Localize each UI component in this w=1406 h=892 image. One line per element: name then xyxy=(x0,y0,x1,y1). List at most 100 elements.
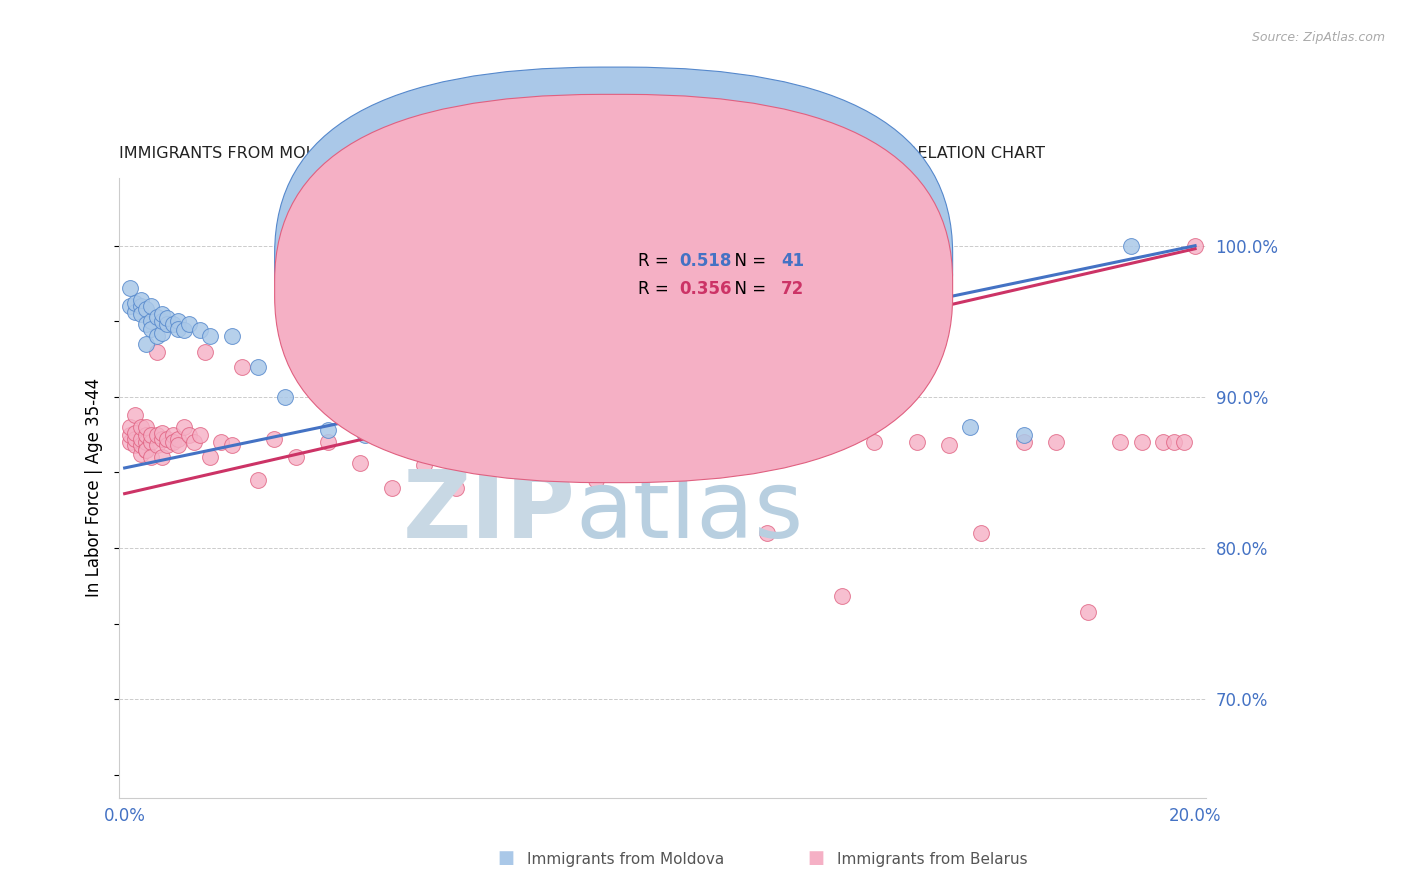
Point xyxy=(150,432,173,446)
Point xyxy=(124,296,146,310)
Point xyxy=(183,435,205,450)
Point xyxy=(167,438,190,452)
Point xyxy=(616,453,638,467)
Point xyxy=(124,408,146,422)
Point xyxy=(274,390,297,404)
FancyBboxPatch shape xyxy=(274,67,953,456)
Point xyxy=(141,450,163,465)
Point xyxy=(150,450,173,465)
Point xyxy=(129,293,152,307)
Text: 41: 41 xyxy=(780,252,804,270)
Point xyxy=(831,590,853,604)
Point xyxy=(648,432,671,446)
Point xyxy=(135,318,157,332)
Point xyxy=(755,525,778,540)
Point xyxy=(141,435,163,450)
Point xyxy=(970,525,993,540)
Point xyxy=(124,426,146,441)
Point xyxy=(553,438,575,452)
Point xyxy=(692,450,714,465)
Point xyxy=(173,420,195,434)
Point xyxy=(162,427,184,442)
Point xyxy=(959,420,981,434)
Point xyxy=(316,423,339,437)
Point xyxy=(156,311,179,326)
Point xyxy=(118,420,141,434)
Point xyxy=(145,310,167,324)
Point xyxy=(209,435,232,450)
Point xyxy=(724,435,747,450)
Point xyxy=(194,344,217,359)
Point xyxy=(316,435,339,450)
Point xyxy=(879,329,901,343)
Text: Source: ZipAtlas.com: Source: ZipAtlas.com xyxy=(1251,31,1385,45)
Point xyxy=(156,432,179,446)
Point xyxy=(446,481,468,495)
Point xyxy=(129,432,152,446)
Y-axis label: In Labor Force | Age 35-44: In Labor Force | Age 35-44 xyxy=(86,378,103,597)
Point xyxy=(118,427,141,442)
Point xyxy=(381,481,404,495)
Point xyxy=(188,427,211,442)
Point xyxy=(145,344,167,359)
Point xyxy=(150,326,173,341)
Text: ZIP: ZIP xyxy=(402,467,575,558)
Point xyxy=(145,438,167,452)
Text: R =: R = xyxy=(637,279,673,298)
Point xyxy=(129,307,152,321)
Point xyxy=(1184,238,1206,252)
Point xyxy=(145,427,167,442)
Point xyxy=(173,323,195,337)
Point xyxy=(446,435,468,450)
Point xyxy=(167,432,190,446)
Point xyxy=(799,390,821,404)
Point xyxy=(177,318,200,332)
Point xyxy=(118,281,141,295)
Text: 0.518: 0.518 xyxy=(679,252,731,270)
Point xyxy=(129,438,152,452)
Point xyxy=(124,438,146,452)
Point xyxy=(177,427,200,442)
Point xyxy=(129,420,152,434)
Point xyxy=(162,435,184,450)
Point xyxy=(799,435,821,450)
Point xyxy=(284,450,307,465)
Point xyxy=(247,473,270,487)
Point xyxy=(413,458,436,472)
Point xyxy=(221,329,243,343)
Point xyxy=(1163,435,1185,450)
Point xyxy=(141,322,163,336)
Point xyxy=(585,473,607,487)
Point xyxy=(863,435,886,450)
Point xyxy=(488,427,510,442)
Point xyxy=(188,323,211,337)
Point xyxy=(553,412,575,426)
Point xyxy=(118,435,141,450)
Point xyxy=(150,314,173,328)
Text: Immigrants from Moldova: Immigrants from Moldova xyxy=(527,852,724,867)
Point xyxy=(141,314,163,328)
Point xyxy=(124,432,146,446)
Point xyxy=(1119,238,1142,252)
Point xyxy=(141,427,163,442)
Point xyxy=(1109,435,1132,450)
Point xyxy=(1045,435,1067,450)
Point xyxy=(150,426,173,441)
Point xyxy=(135,435,157,450)
Point xyxy=(135,420,157,434)
Point xyxy=(520,435,543,450)
Point xyxy=(648,405,671,419)
Point xyxy=(1152,435,1174,450)
Point xyxy=(354,427,377,442)
Point xyxy=(200,329,222,343)
Text: ■: ■ xyxy=(807,849,824,867)
Point xyxy=(263,432,285,446)
Point xyxy=(118,299,141,313)
Text: N =: N = xyxy=(724,252,772,270)
Text: IMMIGRANTS FROM MOLDOVA VS IMMIGRANTS FROM BELARUS IN LABOR FORCE | AGE 35-44 CO: IMMIGRANTS FROM MOLDOVA VS IMMIGRANTS FR… xyxy=(120,146,1045,162)
Text: 0.356: 0.356 xyxy=(679,279,731,298)
Point xyxy=(1173,435,1195,450)
Point xyxy=(150,307,173,321)
Point xyxy=(728,435,751,450)
Point xyxy=(167,314,190,328)
